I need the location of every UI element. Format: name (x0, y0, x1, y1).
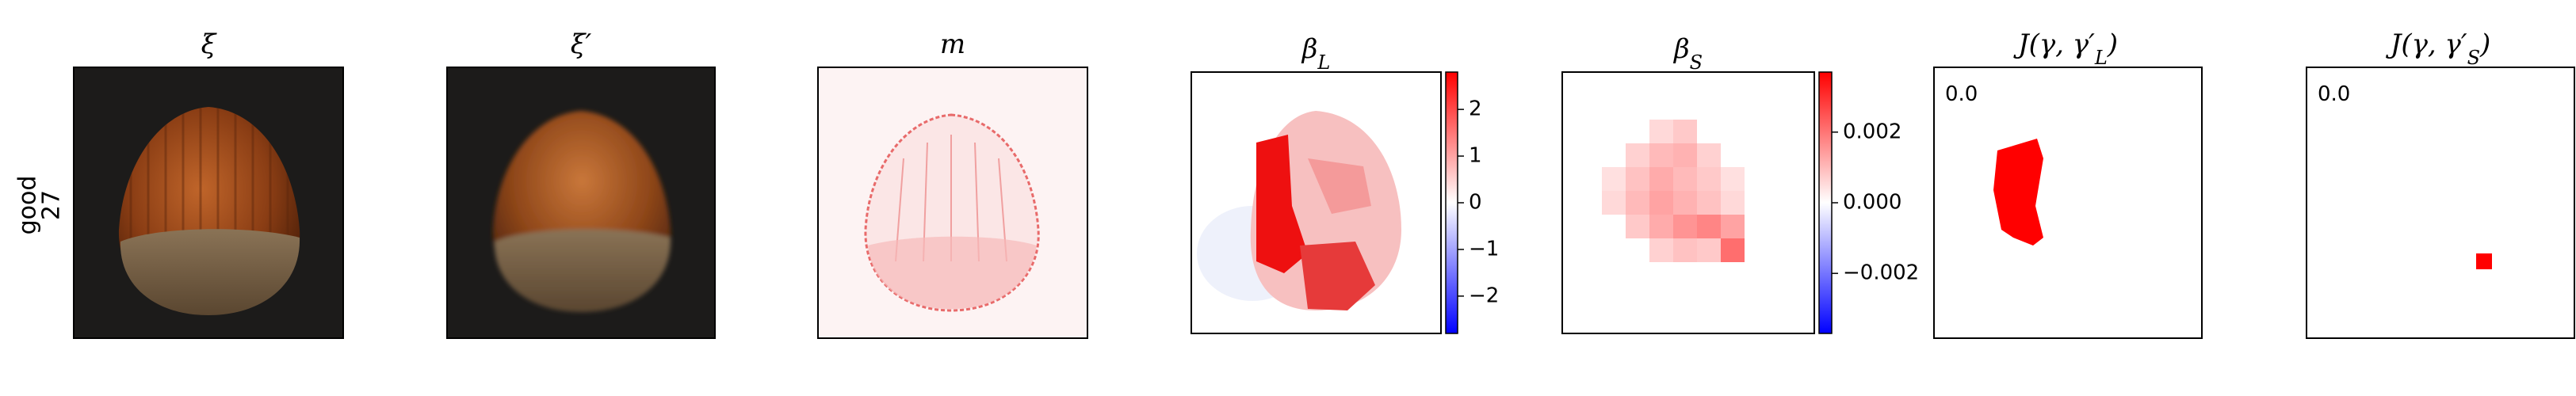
pixel (1673, 120, 1697, 143)
panel-title: βS (1672, 33, 1703, 74)
title-part: L (2094, 47, 2108, 69)
tick-label: 0.000 (1843, 191, 1901, 215)
pixel (1649, 167, 1673, 191)
pixel (1626, 215, 1649, 238)
pixel (1721, 167, 1745, 191)
image-beta-s (1561, 71, 1815, 334)
pixel (1602, 191, 1626, 215)
tick-label: 0 (1469, 191, 1482, 215)
title-part: S (1690, 51, 1703, 74)
tick-label: 2 (1469, 97, 1482, 121)
tick-label: −1 (1469, 237, 1499, 261)
pixel (1673, 167, 1697, 191)
tick-label: −2 (1469, 284, 1499, 307)
pixel (1649, 238, 1673, 262)
panel-title: J(γ, γ′S) (2386, 29, 2491, 69)
title-part: ) (2479, 29, 2490, 60)
image-j-l (1933, 67, 2203, 339)
title-part: J(γ, γ′ (2013, 29, 2095, 60)
pixel (1626, 167, 1649, 191)
image-xi-prime (446, 67, 716, 339)
title-part: L (1317, 51, 1330, 74)
pixel (1721, 215, 1745, 238)
image-xi (73, 67, 344, 339)
title-part: ξ′ (571, 29, 592, 60)
tick-label: 0.002 (1843, 120, 1901, 143)
title-part: β (1672, 33, 1690, 65)
pixel (1626, 191, 1649, 215)
colorbar (1818, 71, 1833, 334)
image-m (817, 67, 1088, 339)
pixel (1697, 238, 1721, 262)
annotation: 0.0 (1945, 82, 1978, 106)
pixel (1673, 238, 1697, 262)
annotation: 0.0 (2318, 82, 2350, 106)
title-part: S (2467, 47, 2480, 69)
pixel (1602, 167, 1626, 191)
image-beta-l (1191, 71, 1442, 334)
pixel (1721, 238, 1745, 262)
image-j-s (2306, 67, 2575, 339)
title-part: m (940, 29, 965, 60)
title-part: J(γ, γ′ (2386, 29, 2467, 60)
tick-label: 1 (1469, 144, 1482, 168)
title-part: β (1301, 33, 1318, 65)
pixel (1673, 191, 1697, 215)
pixel (1649, 143, 1673, 167)
title-part: ξ (201, 29, 218, 60)
pixel (1697, 191, 1721, 215)
title-part: ) (2107, 29, 2118, 60)
panel-title: ξ′ (571, 29, 592, 60)
pixel (1649, 120, 1673, 143)
pixel (1721, 191, 1745, 215)
tick-label: −0.002 (1843, 261, 1919, 285)
pixel (1649, 215, 1673, 238)
panel-title: ξ (201, 29, 218, 60)
panel-title: m (940, 29, 965, 60)
pixel (1626, 143, 1649, 167)
row-label: good (14, 176, 42, 235)
pixel (1697, 167, 1721, 191)
pixel (1649, 191, 1673, 215)
panel-title: J(γ, γ′L) (2013, 29, 2118, 69)
pixel (1673, 143, 1697, 167)
pixel (1673, 215, 1697, 238)
pixel (1697, 143, 1721, 167)
panel-title: βL (1301, 33, 1331, 74)
colorbar (1445, 71, 1458, 334)
pixel (1697, 215, 1721, 238)
row-label: 27 (38, 190, 66, 220)
